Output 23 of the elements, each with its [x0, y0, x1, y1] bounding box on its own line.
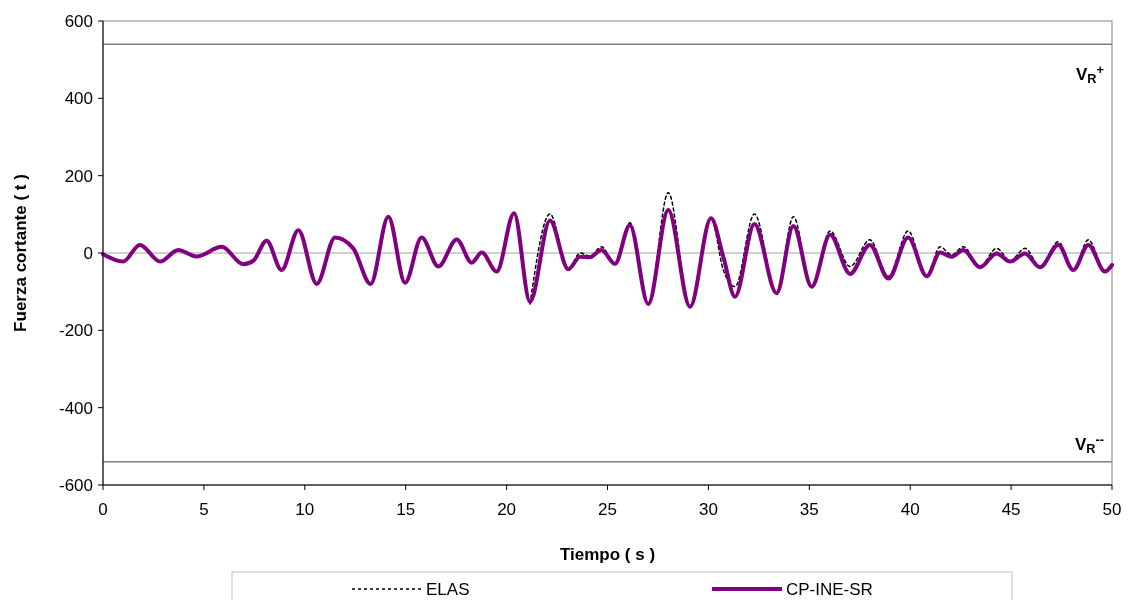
x-tick-label: 40 [900, 500, 920, 519]
y-tick-label: 0 [83, 244, 93, 263]
legend-label: CP-INE-SR [786, 580, 873, 599]
x-tick-label: 50 [1102, 500, 1122, 519]
x-tick-label: 25 [598, 500, 617, 519]
x-tick-label: 20 [497, 500, 517, 519]
x-tick-label: 5 [199, 500, 209, 519]
y-tick-label: 600 [64, 12, 93, 31]
x-tick-label: 35 [799, 500, 819, 519]
y-tick-label: -400 [58, 398, 93, 418]
x-tick-label: 30 [698, 500, 718, 519]
y-axis-title: Fuerza cortante ( t ) [11, 174, 30, 332]
x-tick-label: 45 [1001, 500, 1021, 519]
y-tick-label: 400 [64, 89, 93, 109]
x-tick-label: 10 [295, 500, 315, 519]
legend-label: ELAS [426, 580, 470, 599]
line-series [101, 208, 1114, 309]
y-tick-label: -200 [58, 321, 93, 341]
x-axis-title: Tiempo ( s ) [559, 545, 656, 564]
y-tick-label: -600 [58, 476, 93, 495]
y-tick-label: 200 [64, 166, 93, 186]
x-tick-label: 0 [98, 500, 108, 519]
x-tick-label: 15 [396, 500, 416, 519]
